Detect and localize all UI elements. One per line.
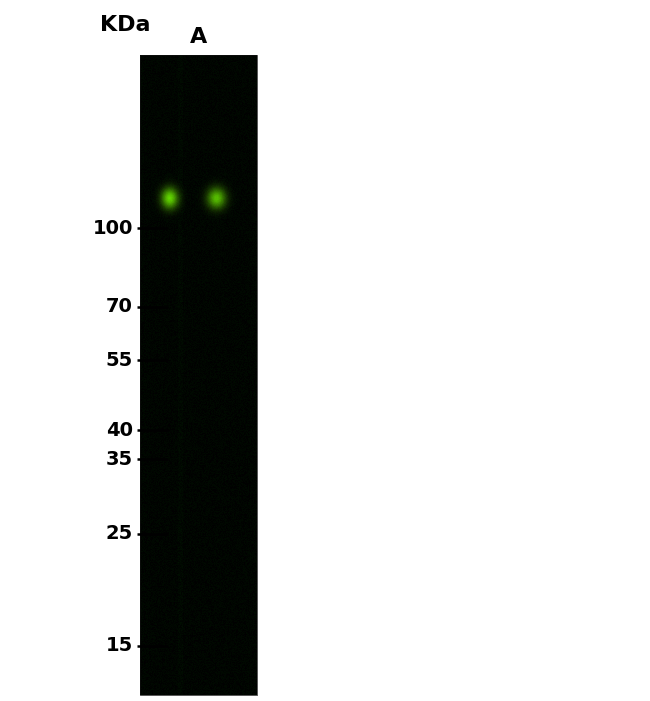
Text: A: A [190, 27, 207, 47]
Text: 40: 40 [106, 421, 133, 440]
Text: 25: 25 [105, 524, 133, 543]
Text: 15: 15 [105, 637, 133, 655]
Text: 70: 70 [106, 297, 133, 316]
Bar [140, 55, 257, 695]
Text: KDa: KDa [99, 15, 150, 35]
Text: 100: 100 [92, 219, 133, 238]
Text: 55: 55 [105, 350, 133, 369]
Text: 35: 35 [105, 450, 133, 469]
